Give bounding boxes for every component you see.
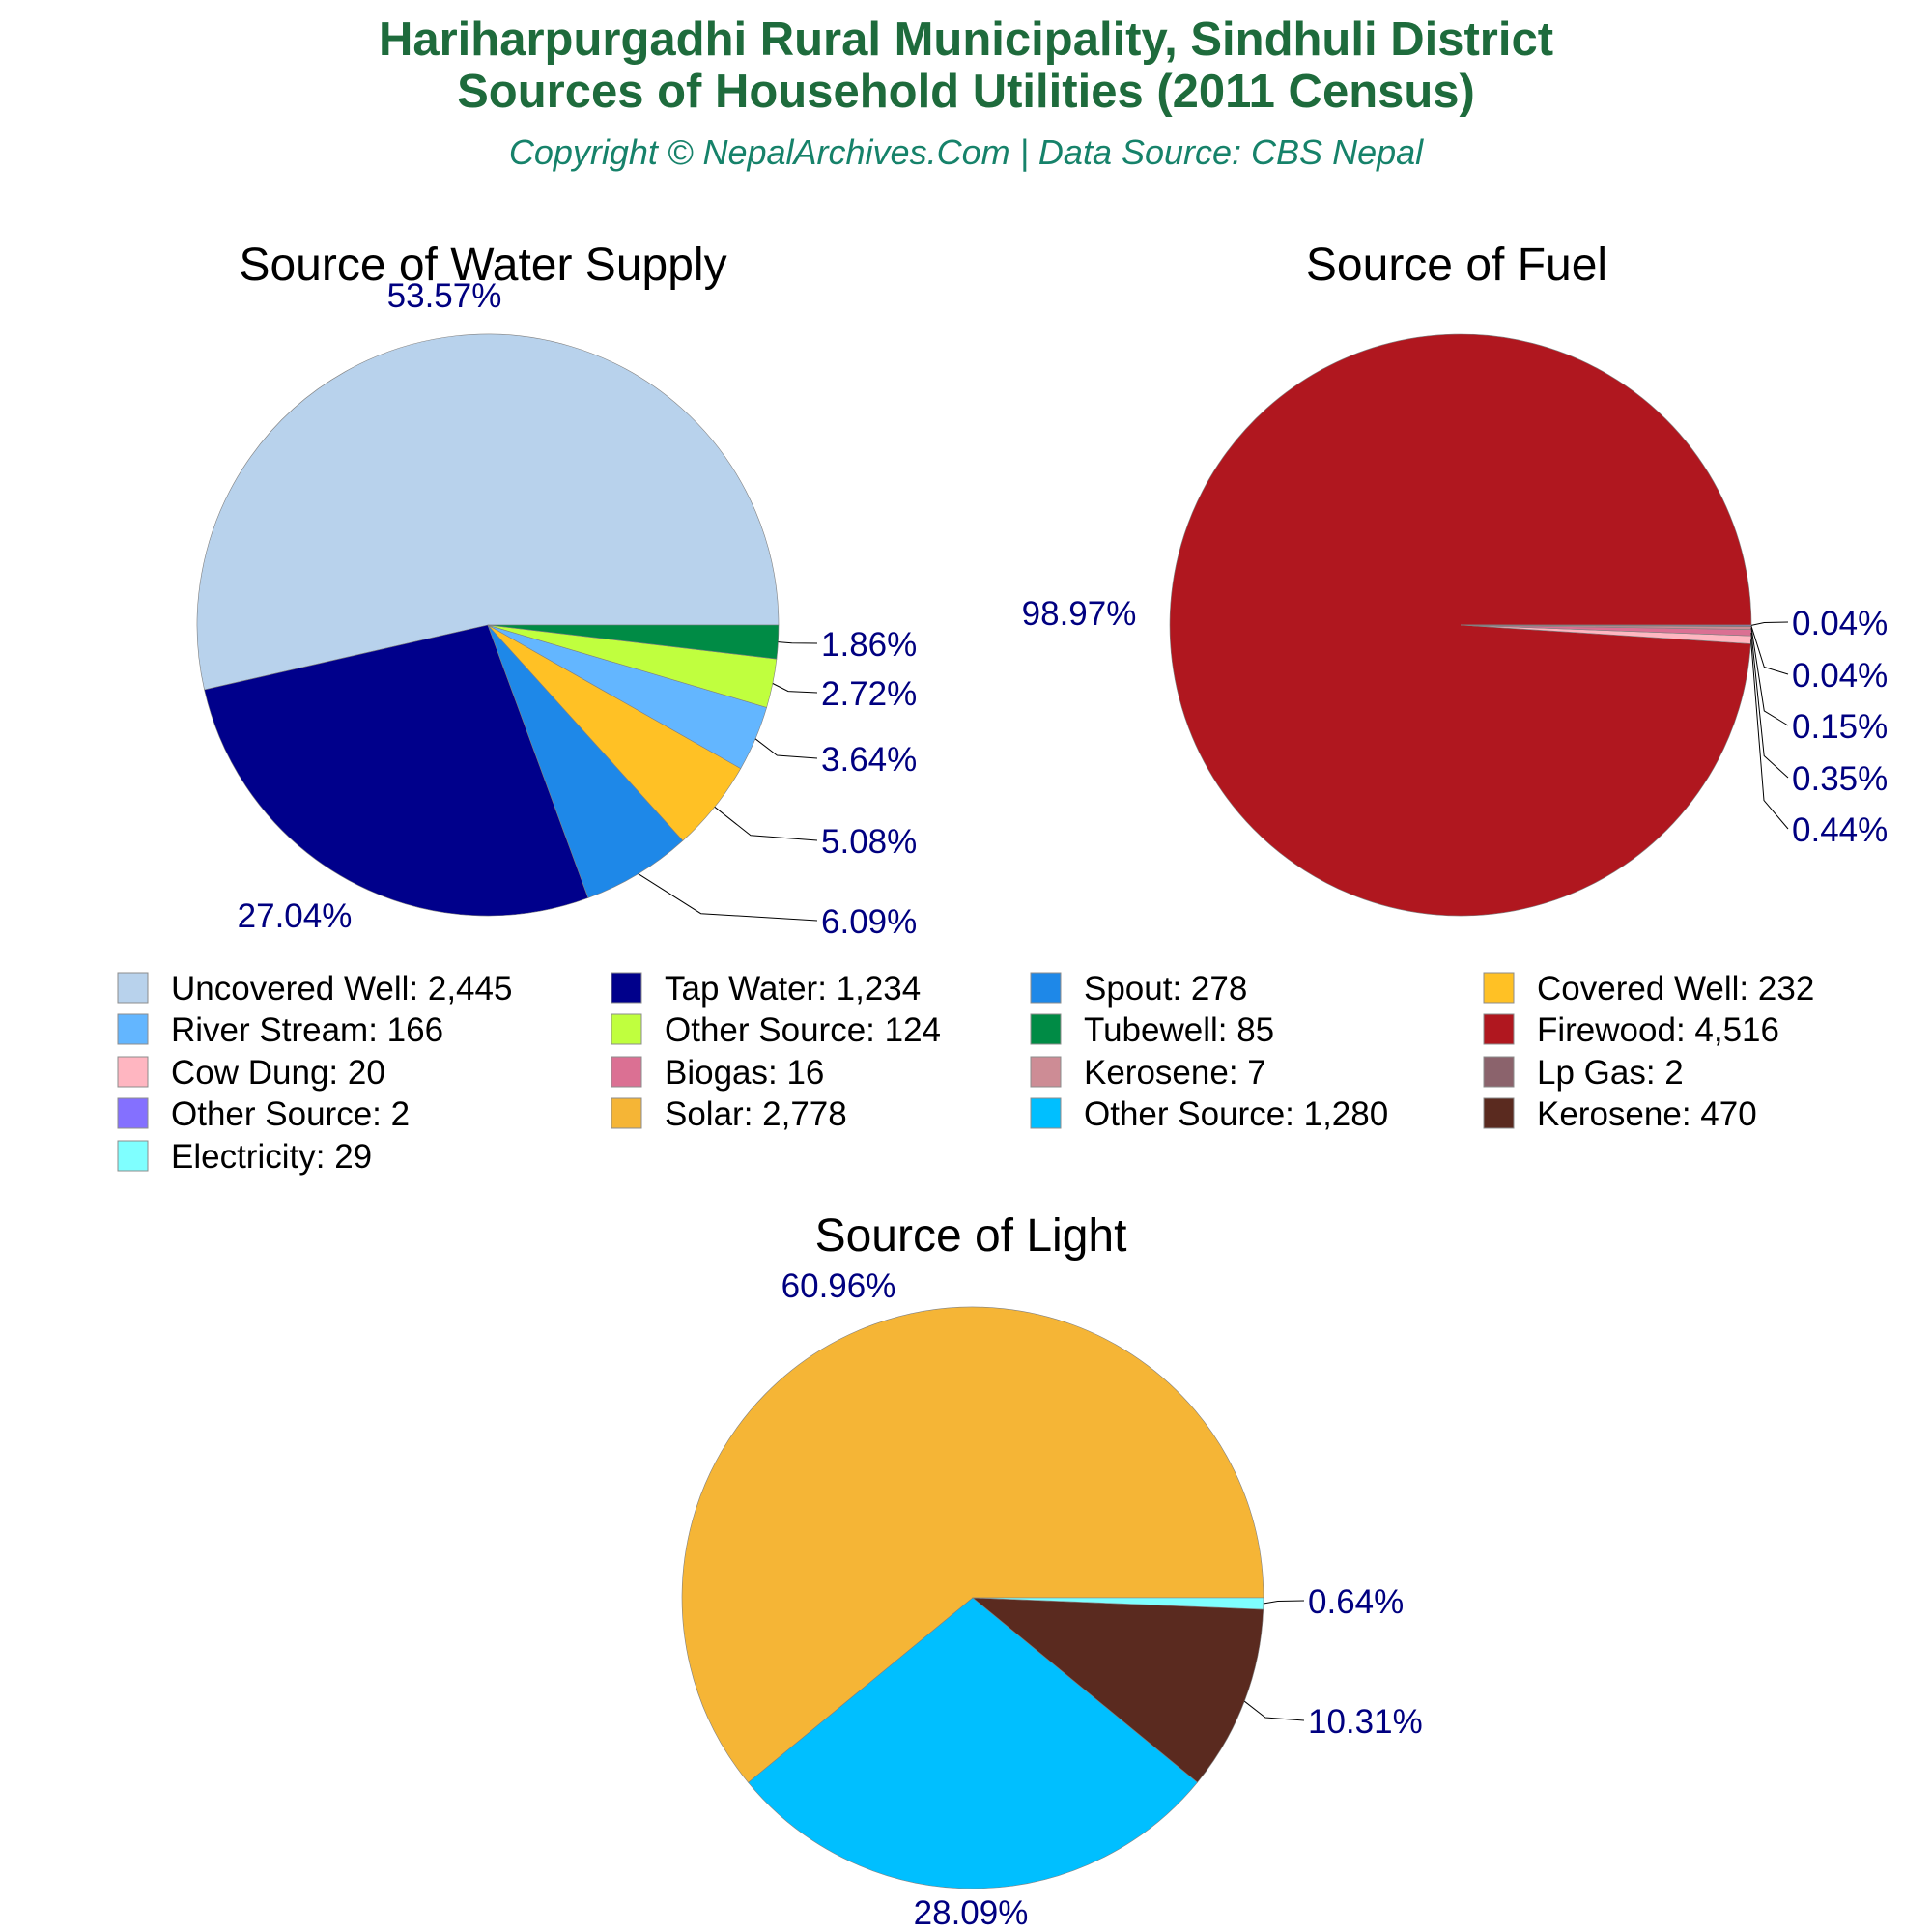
water-percent-label-covered-well: 5.08% (821, 823, 917, 861)
legend-entry-15: Other Source: 1,280 (1084, 1095, 1388, 1133)
fuel-leader-cow-dung (1750, 639, 1789, 830)
fuel-leader-lp-gas (1750, 626, 1789, 675)
legend-entry-5: River Stream: 166 (171, 1011, 443, 1049)
legend-swatch-1 (117, 972, 149, 1004)
legend-entry-12: Lp Gas: 2 (1537, 1054, 1684, 1092)
chart-main-title-line2: Sources of Household Utilities (2011 Cen… (457, 66, 1475, 118)
water-slice-tubewell (487, 624, 780, 660)
legend-swatch-2 (611, 972, 642, 1004)
light-pie: 60.96% 28.09% 10.31% 0.64% (681, 1267, 1423, 1932)
legend-entry-11: Kerosene: 7 (1084, 1054, 1266, 1092)
fuel-percent-label-cow-dung: 0.44% (1792, 811, 1888, 849)
legend-entry-4: Covered Well: 232 (1537, 970, 1814, 1008)
legend-entry-13: Other Source: 2 (171, 1095, 410, 1133)
light-slice-solar (681, 1306, 1264, 1783)
light-slice-kerosene (972, 1597, 1264, 1783)
legend-swatch-15 (1030, 1097, 1062, 1129)
fuel-leader-kerosene (1750, 628, 1789, 726)
light-percent-label-kerosene: 10.31% (1308, 1703, 1423, 1741)
legend-entry-2: Tap Water: 1,234 (665, 970, 921, 1008)
water-slice-tap-water (204, 624, 589, 917)
legend-swatch-11 (1030, 1056, 1062, 1088)
chart-legend: Uncovered Well: 2,445 Tap Water: 1,234 Spo… (117, 970, 1814, 1176)
light-pie-title: Source of Light (815, 1210, 1127, 1262)
legend-entry-9: Cow Dung: 20 (171, 1054, 385, 1092)
fuel-percent-label-biogas: 0.35% (1792, 760, 1888, 798)
legend-entry-14: Solar: 2,778 (665, 1095, 847, 1133)
legend-swatch-3 (1030, 972, 1062, 1004)
chart-main-title-line1: Hariharpurgadhi Rural Municipality, Sind… (379, 14, 1553, 66)
legend-swatch-9 (117, 1056, 149, 1088)
water-percent-label-spout: 6.09% (821, 903, 917, 941)
fuel-percent-label-kerosene: 0.15% (1792, 708, 1888, 746)
fuel-leader-biogas (1750, 632, 1789, 779)
water-percent-label-river-stream: 3.64% (821, 741, 917, 779)
legend-swatch-5 (117, 1013, 149, 1045)
water-slice-uncovered-well (196, 333, 780, 691)
fuel-percent-label-firewood: 98.97% (1022, 595, 1137, 633)
legend-entry-16: Kerosene: 470 (1537, 1095, 1757, 1133)
legend-entry-3: Spout: 278 (1084, 970, 1247, 1008)
legend-entry-7: Tubewell: 85 (1084, 1011, 1274, 1049)
water-leader-tubewell (778, 641, 818, 644)
fuel-pie-title: Source of Fuel (1306, 240, 1607, 291)
legend-entry-17: Electricity: 29 (171, 1138, 372, 1176)
legend-swatch-17 (117, 1140, 149, 1172)
light-percent-label-solar: 60.96% (781, 1267, 896, 1305)
light-percent-label-electricity: 0.64% (1308, 1583, 1404, 1621)
legend-entry-10: Biogas: 16 (665, 1054, 824, 1092)
water-leader-covered-well (714, 806, 818, 841)
legend-swatch-13 (117, 1097, 149, 1129)
light-slice-other-source (748, 1597, 1198, 1889)
legend-entry-6: Other Source: 124 (665, 1011, 941, 1049)
legend-swatch-8 (1483, 1013, 1515, 1045)
legend-entry-1: Uncovered Well: 2,445 (171, 970, 512, 1008)
light-leader-electricity (1263, 1600, 1305, 1605)
water-leader-river-stream (754, 738, 818, 759)
light-leader-kerosene (1243, 1700, 1305, 1721)
water-percent-label-tubewell: 1.86% (821, 626, 917, 664)
chart-credit-line: Copyright © NepalArchives.Com | Data Sou… (509, 132, 1424, 172)
water-leader-spout (638, 873, 818, 922)
water-percent-label-uncovered-well: 53.57% (387, 277, 502, 315)
water-percent-label-other-source: 2.72% (821, 675, 917, 713)
water-supply-pie: 53.57% 27.04% 6.09% 5.08% 3.64% 2.72% 1.86% (196, 277, 917, 941)
light-percent-label-other-source: 28.09% (914, 1894, 1029, 1932)
legend-swatch-12 (1483, 1056, 1515, 1088)
legend-swatch-7 (1030, 1013, 1062, 1045)
legend-entry-8: Firewood: 4,516 (1537, 1011, 1779, 1049)
water-percent-label-tap-water: 27.04% (238, 897, 353, 935)
fuel-pie: 98.97% 0.44% 0.35% 0.15% 0.04% 0.04% (1022, 333, 1888, 917)
fuel-leader-other-source (1750, 621, 1789, 626)
fuel-percent-label-lp-gas: 0.04% (1792, 657, 1888, 695)
legend-swatch-4 (1483, 972, 1515, 1004)
legend-swatch-16 (1483, 1097, 1515, 1129)
legend-swatch-6 (611, 1013, 642, 1045)
water-leader-other-source (772, 683, 818, 694)
legend-swatch-14 (611, 1097, 642, 1129)
fuel-percent-label-other-source: 0.04% (1792, 605, 1888, 642)
water-pie-title: Source of Water Supply (239, 240, 726, 291)
legend-swatch-10 (611, 1056, 642, 1088)
